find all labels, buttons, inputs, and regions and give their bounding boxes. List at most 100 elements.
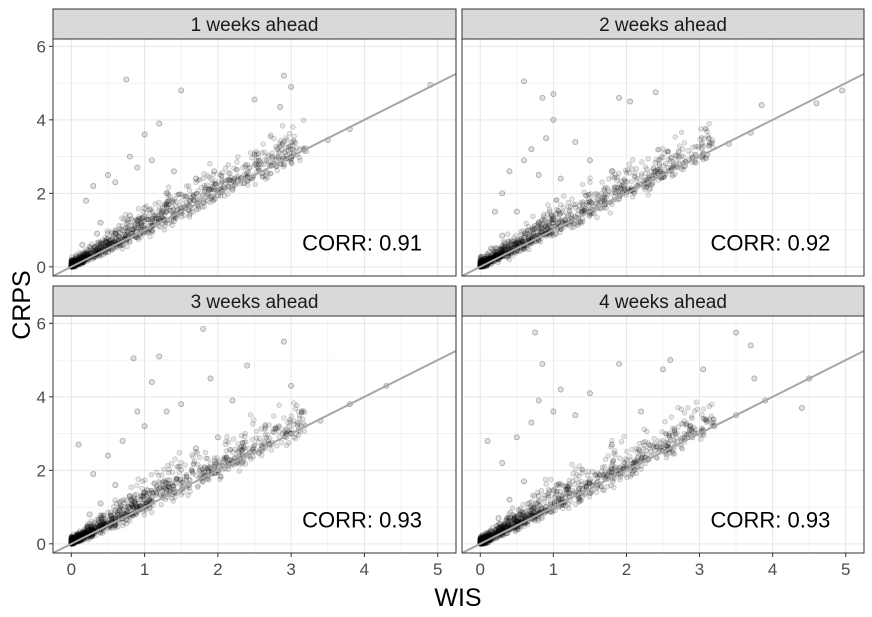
point [221,455,227,462]
x-tick-label: 0 [67,560,76,579]
point [291,148,297,154]
point [561,204,567,210]
point [625,167,631,173]
point [89,525,96,532]
point [222,441,229,448]
data-point [178,401,185,408]
point [621,177,627,184]
point [94,516,100,522]
point [645,175,651,181]
point [555,215,562,222]
point [643,184,649,191]
point [262,432,268,438]
point [141,500,147,506]
point [494,251,500,257]
point [100,521,107,527]
point [69,259,76,266]
point [678,444,685,451]
point [609,201,615,208]
point [481,257,487,263]
point [610,458,616,464]
point [97,519,103,526]
point [241,439,248,445]
x-tick-label: 1 [140,560,149,579]
data-point [550,408,557,415]
point [517,505,524,512]
point [267,170,274,177]
point [162,201,168,207]
point [153,484,160,491]
point [497,249,503,256]
point [117,226,124,232]
point [529,492,536,499]
data-point [105,172,111,178]
point [597,472,603,478]
point [205,465,211,471]
point [484,255,490,262]
point [553,197,559,204]
point [83,252,89,258]
point [165,484,172,490]
point [483,257,489,263]
point [196,468,203,474]
point [113,231,120,237]
point [72,534,78,540]
point [511,512,517,519]
point [264,153,270,160]
point [479,533,486,540]
point [256,165,262,171]
point [149,490,155,496]
point [143,487,150,493]
point [178,191,185,198]
point [219,178,226,185]
point [214,455,220,461]
point [654,147,661,153]
data-point [170,168,177,175]
point [256,158,262,164]
point [227,457,233,463]
x-tick-label: 1 [549,560,558,579]
point [672,430,678,437]
point [85,526,92,533]
point [104,509,111,515]
point [543,481,549,487]
point [181,212,188,219]
point [477,256,484,262]
point [629,166,635,172]
point [152,213,158,219]
point [112,497,118,503]
point [484,251,490,257]
data-point [126,153,133,160]
point [506,511,512,517]
point [239,439,246,446]
point [139,492,145,499]
point [129,226,136,233]
point [109,230,115,237]
point [501,240,508,246]
point [599,196,605,202]
point [206,477,212,483]
point [132,498,138,504]
point [544,211,551,217]
point [73,257,79,263]
point [494,245,500,251]
point [548,216,555,223]
point [576,463,583,469]
point [72,257,79,263]
point [509,240,515,247]
point [128,222,135,229]
point [112,235,119,241]
point [79,253,86,260]
point [86,527,93,534]
point [271,426,277,432]
point [283,144,289,151]
point [484,532,491,538]
point [82,530,89,536]
point [139,478,146,485]
point [291,139,297,145]
point [548,224,555,230]
point [575,222,581,229]
point [497,520,503,526]
point [612,465,618,471]
point [709,139,716,146]
